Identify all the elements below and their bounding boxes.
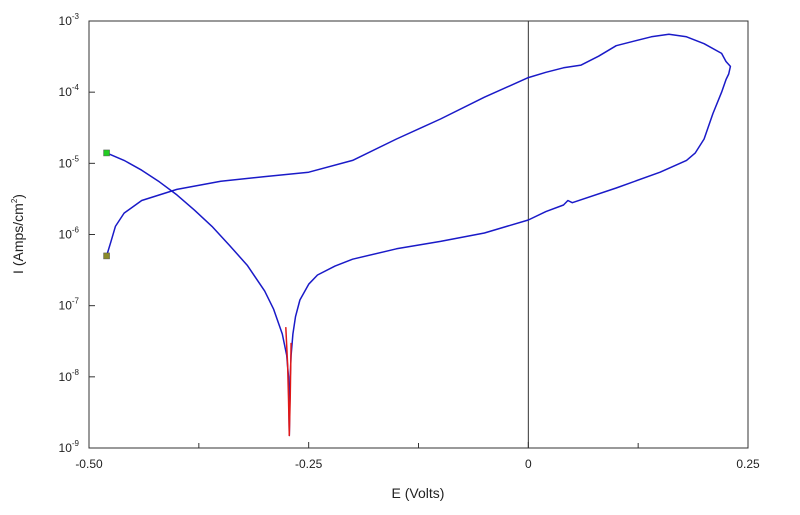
endpoint-marker-1: [103, 149, 110, 157]
y-tick-base: 10: [59, 441, 73, 455]
y-tick-label: 10-3: [59, 12, 80, 28]
x-tick-label: -0.50: [75, 457, 103, 471]
plot-area: [88, 20, 749, 449]
y-tick-base: 10: [59, 85, 73, 99]
y-tick-label: 10-7: [59, 297, 80, 313]
y-tick-base: 10: [59, 14, 73, 28]
y-tick-exponent: -7: [72, 297, 80, 306]
x-axis-title: E (Volts): [392, 485, 445, 501]
y-tick-label: 10-9: [59, 439, 80, 455]
y-tick-base: 10: [59, 370, 73, 384]
y-tick-label: 10-8: [59, 368, 80, 384]
y-tick-base: 10: [59, 228, 73, 242]
y-tick-base: 10: [59, 156, 73, 170]
y-axis-title-sup: 2: [10, 198, 19, 203]
y-tick-label: 10-5: [59, 154, 80, 170]
y-axis-title-end: ): [10, 194, 26, 199]
y-tick-exponent: -3: [72, 12, 80, 21]
x-tick-label: 0.25: [736, 457, 760, 471]
y-axis-title-main: I (Amps/cm: [10, 203, 26, 274]
y-tick-exponent: -5: [72, 154, 80, 163]
y-tick-exponent: -6: [72, 226, 80, 235]
x-axis-ticks: -0.50 -0.25 0 0.25: [75, 442, 760, 471]
x-tick-label: -0.25: [295, 457, 323, 471]
x-tick-label: 0: [525, 457, 532, 471]
marker-layer: [103, 149, 110, 260]
series-line-2: [285, 327, 292, 437]
y-tick-base: 10: [59, 299, 73, 313]
series-line-1: [105, 33, 732, 437]
endpoint-marker-2: [103, 252, 110, 260]
series-layer: [105, 33, 732, 437]
y-tick-label: 10-4: [59, 83, 80, 99]
y-tick-exponent: -8: [72, 368, 80, 377]
y-tick-exponent: -9: [72, 439, 80, 448]
y-axis-title: I (Amps/cm2): [10, 194, 26, 274]
y-tick-label: 10-6: [59, 226, 80, 242]
y-axis-ticks: 10-910-810-710-610-510-410-3: [59, 12, 95, 455]
y-tick-exponent: -4: [72, 83, 80, 92]
